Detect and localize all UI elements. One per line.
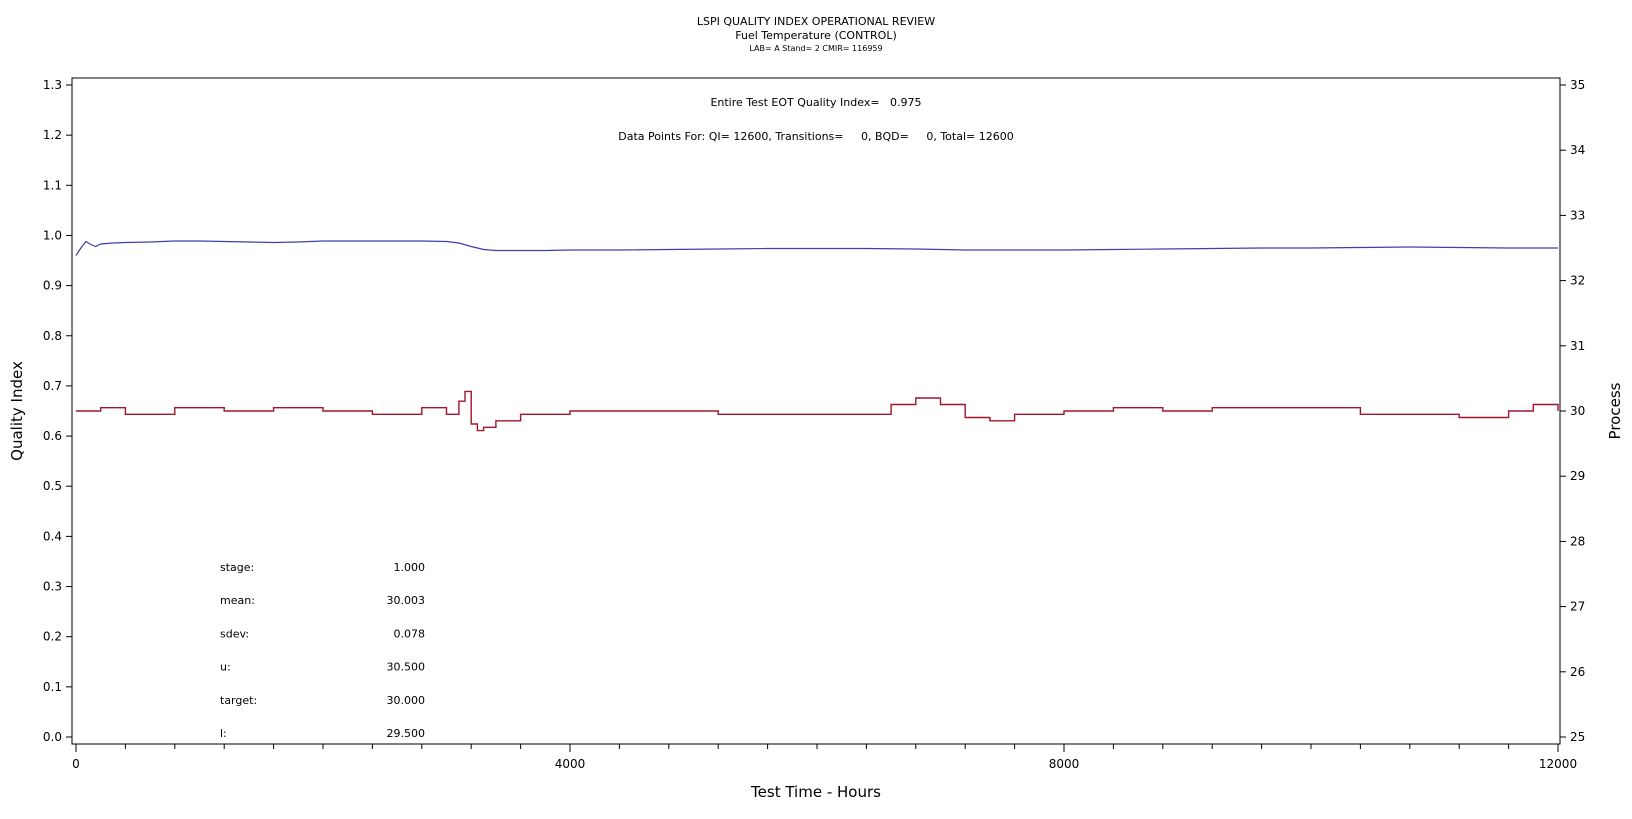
series-layer <box>75 240 1559 432</box>
y-left-tick-label: 0.6 <box>43 429 62 443</box>
stat-label: sdev: <box>220 627 249 640</box>
y-left-tick-label: 0.2 <box>43 630 62 644</box>
x-tick-label: 12000 <box>1539 757 1577 771</box>
stat-value: 29.500 <box>387 727 426 740</box>
stat-value: 30.500 <box>387 661 426 674</box>
y-right-tick-label: 31 <box>1570 339 1585 353</box>
qi-annotation: Entire Test EOT Quality Index= 0.975 <box>710 96 921 109</box>
y-right-tick-label: 30 <box>1570 404 1585 418</box>
ticks-layer: 0.0 0.1 0.2 0.3 0.4 0.5 0.6 0.7 0.8 0.9 1.0 1.1 1.2 1… <box>43 78 1585 771</box>
y-left-tick-label: 1.2 <box>43 128 62 142</box>
y-left-tick-label: 0.0 <box>43 730 62 744</box>
stat-value: 0.078 <box>394 627 426 640</box>
y-left-tick-label: 0.4 <box>43 529 62 543</box>
stat-label: l: <box>220 727 227 740</box>
y-right-tick-label: 28 <box>1570 534 1585 548</box>
y-right-tick-label: 35 <box>1570 78 1585 92</box>
stat-value: 1.000 <box>394 561 426 574</box>
stat-value: 30.003 <box>387 594 426 607</box>
points-annotation: Data Points For: QI= 12600, Transitions=… <box>618 130 1013 143</box>
y-left-tick-label: 0.3 <box>43 580 62 594</box>
chart-subtitle-2: LAB= A Stand= 2 CMIR= 116959 <box>749 44 882 53</box>
stat-label: u: <box>220 661 231 674</box>
stats-layer: stage: 1.000 mean: 30.003 sdev: 0.078 u: 30.500… <box>220 561 425 740</box>
y-right-axis-label: Process <box>1606 382 1624 439</box>
y-left-axis-label: Quality Index <box>8 361 26 461</box>
y-right-tick-label: 32 <box>1570 274 1585 288</box>
y-right-tick-label: 25 <box>1570 730 1585 744</box>
y-left-tick-label: 0.7 <box>43 379 62 393</box>
y-left-tick-label: 0.1 <box>43 680 62 694</box>
stat-label: mean: <box>220 594 255 607</box>
y-right-tick-label: 27 <box>1570 600 1585 614</box>
x-tick-label: 4000 <box>555 757 586 771</box>
y-right-tick-label: 26 <box>1570 665 1585 679</box>
y-left-tick-label: 1.0 <box>43 228 62 242</box>
y-right-tick-label: 34 <box>1570 143 1585 157</box>
x-tick-label: 8000 <box>1049 757 1080 771</box>
quality-index-line <box>75 240 1558 256</box>
stat-label: target: <box>220 694 257 707</box>
process-line <box>76 390 1559 432</box>
y-left-tick-label: 1.1 <box>43 178 62 192</box>
chart-title: LSPI QUALITY INDEX OPERATIONAL REVIEW <box>697 15 935 28</box>
y-left-tick-label: 0.5 <box>43 479 62 493</box>
stat-value: 30.000 <box>387 694 426 707</box>
chart-subtitle: Fuel Temperature (CONTROL) <box>735 29 897 42</box>
x-axis-label: Test Time - Hours <box>750 783 881 801</box>
x-tick-label: 0 <box>72 757 80 771</box>
y-right-tick-label: 33 <box>1570 208 1585 222</box>
stat-label: stage: <box>220 561 254 574</box>
plot-frame <box>71 77 1561 745</box>
y-left-tick-label: 1.3 <box>43 78 62 92</box>
y-left-tick-label: 0.9 <box>43 279 62 293</box>
y-left-tick-label: 0.8 <box>43 329 62 343</box>
y-right-tick-label: 29 <box>1570 469 1585 483</box>
